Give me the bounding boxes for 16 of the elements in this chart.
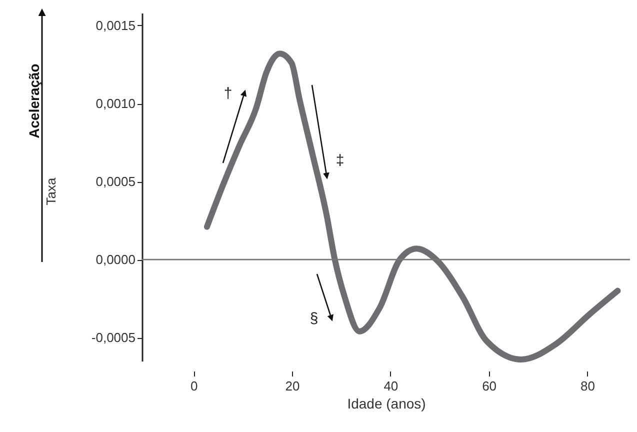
- y-tick-label: 0,0015: [96, 18, 136, 33]
- y-tick-label: 0,0010: [96, 96, 136, 112]
- y-tick-label: 0,0000: [96, 252, 136, 268]
- y-tick-label: 0,0005: [96, 174, 136, 190]
- x-tick-label: 0: [190, 378, 198, 394]
- y-tick-label: -0,0005: [91, 330, 136, 346]
- annotation: ‡: [336, 152, 344, 169]
- text: Aceleração: [26, 64, 42, 138]
- y-axis-title: Taxa: [44, 177, 58, 206]
- x-tick-label: 60: [482, 378, 497, 394]
- x-tick-label: 80: [580, 378, 595, 394]
- x-tick-label: 20: [285, 378, 300, 394]
- annotation: †: [224, 85, 232, 102]
- annotation: §: [310, 310, 318, 327]
- x-tick-label: 40: [384, 378, 398, 394]
- x-axis-title: Idade (anos): [347, 396, 426, 412]
